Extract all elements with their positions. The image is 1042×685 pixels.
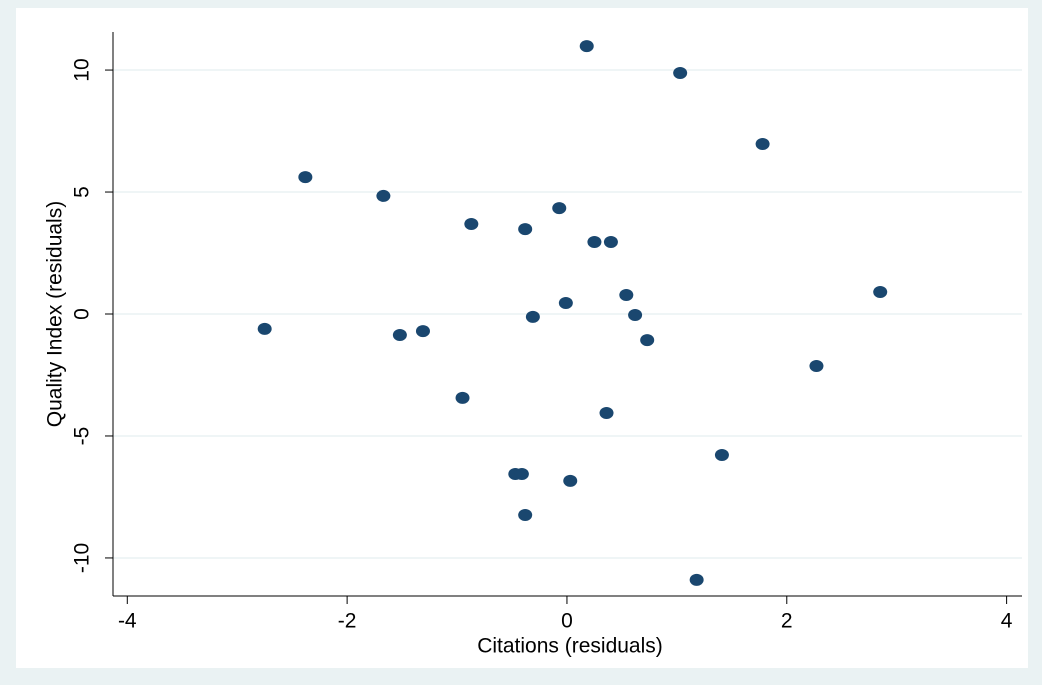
point <box>552 202 567 215</box>
x-tick-label: 4 <box>1001 610 1013 633</box>
point <box>673 66 688 79</box>
point <box>415 325 430 338</box>
point <box>628 308 643 321</box>
y-tick-label: 0 <box>71 308 94 320</box>
y-tick-label: 5 <box>71 186 94 198</box>
point <box>298 171 313 184</box>
point <box>873 286 888 299</box>
x-tick-label: 2 <box>781 610 793 633</box>
point <box>587 236 602 249</box>
point <box>640 334 655 347</box>
point <box>464 217 479 230</box>
point <box>599 407 614 420</box>
point <box>558 297 573 310</box>
point <box>619 288 634 301</box>
point <box>518 223 533 236</box>
y-tick-label: 10 <box>71 58 94 81</box>
point <box>518 509 533 522</box>
y-tick-label: -5 <box>71 427 94 446</box>
point <box>514 468 529 481</box>
x-tick-label: -2 <box>338 610 357 633</box>
point <box>755 137 770 150</box>
x-axis-title: Citations (residuals) <box>477 635 663 658</box>
point <box>714 449 729 461</box>
y-tick-label: -10 <box>71 543 94 573</box>
point <box>809 359 824 372</box>
point <box>257 322 272 335</box>
x-tick-label: 0 <box>561 610 573 633</box>
x-tick-label: -4 <box>118 610 137 633</box>
point <box>603 236 618 249</box>
point <box>376 189 391 202</box>
y-axis-title: Quality Index (residuals) <box>44 201 67 427</box>
point <box>455 391 470 404</box>
point <box>563 474 578 487</box>
point <box>689 573 704 586</box>
graph-region <box>16 8 1028 668</box>
point <box>392 328 407 341</box>
point <box>579 40 594 53</box>
point <box>525 310 540 323</box>
